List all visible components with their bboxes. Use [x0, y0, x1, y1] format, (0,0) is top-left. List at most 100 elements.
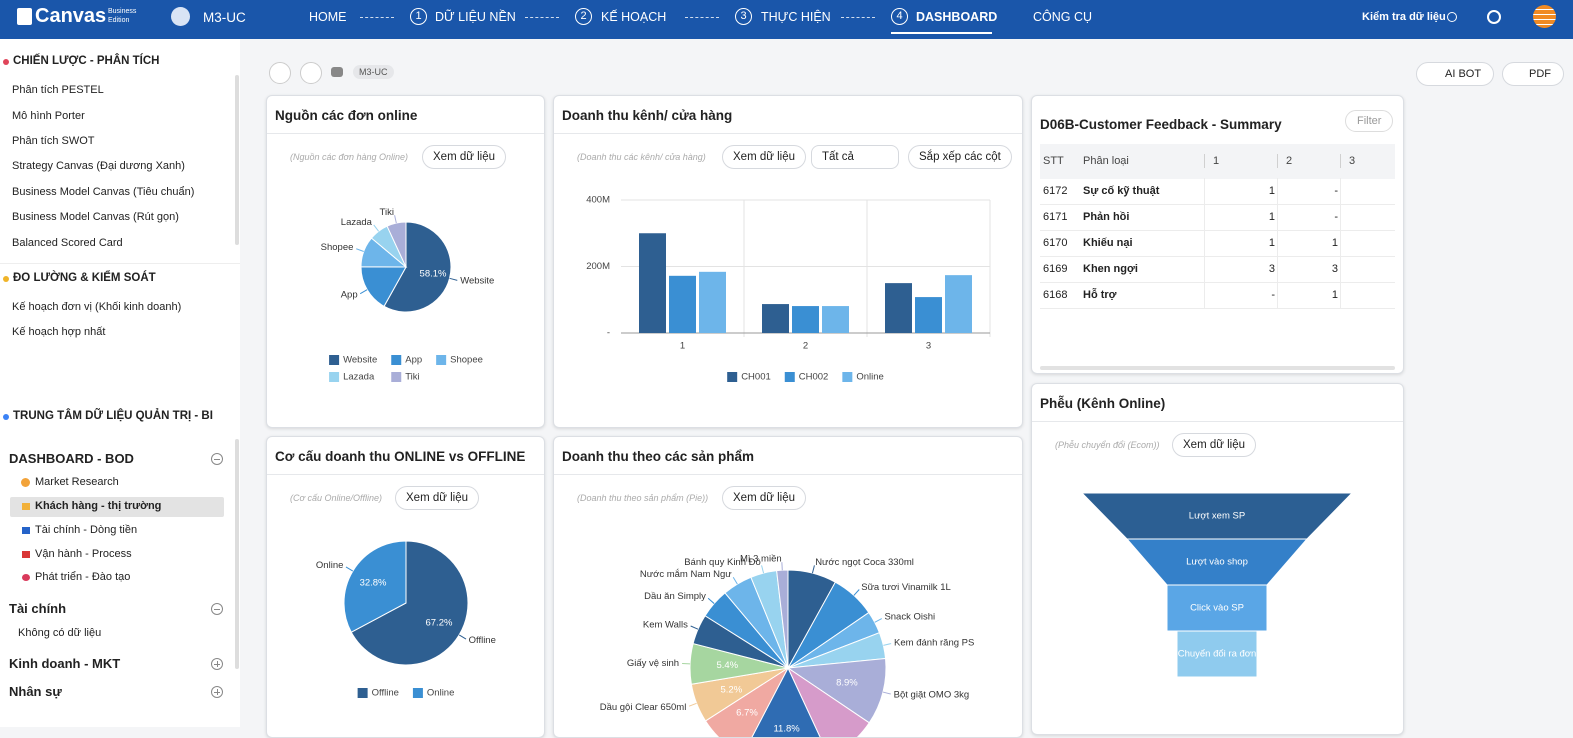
group-title[interactable]: DASHBOARD - BOD	[9, 451, 134, 466]
row-line	[1040, 230, 1395, 231]
menu-item[interactable]: Kế hoạch đơn vị (Khối kinh doanh)	[12, 301, 181, 313]
collapse-icon[interactable]	[211, 603, 223, 615]
legend-swatch	[329, 372, 339, 382]
legend-swatch	[329, 355, 339, 365]
nav-step-active[interactable]: DASHBOARD	[916, 10, 997, 24]
section-title[interactable]: CHIẾN LƯỢC - PHÂN TÍCH	[13, 55, 160, 67]
cell-border	[1340, 204, 1341, 230]
table-cell: Hỗ trợ	[1083, 289, 1116, 301]
menu-item[interactable]: Phân tích PESTEL	[12, 84, 104, 96]
menu-item[interactable]: Kế hoạch hợp nhất	[12, 326, 105, 338]
cell-border	[1204, 178, 1205, 204]
menu-item[interactable]: Business Model Canvas (Rút gọn)	[12, 211, 179, 223]
menu-item[interactable]: Business Model Canvas (Tiêu chuẩn)	[12, 186, 194, 198]
leader-line	[733, 577, 737, 584]
bar	[915, 297, 942, 333]
table-cell: -	[1334, 211, 1338, 223]
brand[interactable]: Canvas	[35, 5, 106, 28]
active-underline	[891, 32, 992, 34]
table-cell: 1	[1269, 237, 1275, 249]
panel-title: D06B-Customer Feedback - Summary	[1040, 117, 1282, 132]
leader-line	[360, 290, 367, 294]
leader-line	[812, 565, 814, 573]
slice-name: Dầu gội Clear 650ml	[600, 702, 687, 713]
slice-label: 5.2%	[720, 684, 742, 695]
table-cell: 1	[1269, 185, 1275, 197]
menu-item-selected[interactable]: Khách hàng - thị trường	[35, 500, 161, 512]
group-title[interactable]: Kinh doanh - MKT	[9, 656, 120, 671]
section-title[interactable]: TRUNG TÂM DỮ LIỆU QUẢN TRỊ - BI	[13, 410, 213, 422]
bar	[792, 306, 819, 333]
user-name[interactable]: M3-UC	[203, 10, 246, 25]
check-data[interactable]: Kiểm tra dữ liệu	[1362, 11, 1446, 23]
scrollbar[interactable]	[235, 75, 239, 245]
cell-border	[1204, 282, 1205, 308]
slice-name: Kem Walls	[643, 619, 688, 630]
chart-panel: Doanh thu theo các sản phẩm (Doanh thu t…	[553, 436, 1023, 738]
ai-bot-button[interactable]: AI BOT	[1416, 62, 1494, 86]
leader-line	[883, 644, 891, 646]
menu-item[interactable]: Strategy Canvas (Đại dương Xanh)	[12, 160, 185, 172]
user-icon[interactable]	[171, 7, 190, 26]
cell-border	[1340, 282, 1341, 308]
nav-step[interactable]: DỮ LIỆU NỀN	[435, 10, 516, 24]
table-cell: Sự cố kỹ thuật	[1083, 185, 1159, 197]
nav-tools[interactable]: CÔNG CỤ	[1033, 10, 1092, 24]
add-button[interactable]	[269, 62, 291, 84]
expand-icon[interactable]	[211, 686, 223, 698]
nav-step[interactable]: THỰC HIỆN	[761, 10, 831, 24]
step-number[interactable]: 4	[891, 8, 908, 25]
menu-item[interactable]: Phát triển - Đào tạo	[35, 571, 130, 583]
step-number[interactable]: 2	[575, 8, 592, 25]
menu-item[interactable]: Mô hình Porter	[12, 110, 85, 122]
menu-item[interactable]: Tài chính - Dòng tiền	[35, 524, 137, 536]
y-tick-label: 400M	[586, 195, 610, 206]
pdf-button[interactable]: PDF	[1502, 62, 1564, 86]
menu-item[interactable]: Market Research	[35, 476, 119, 488]
avatar[interactable]	[1533, 5, 1556, 28]
row-line	[1040, 282, 1395, 283]
slice-name: Kem đánh răng PS	[894, 637, 974, 648]
legend-swatch	[358, 688, 368, 698]
slice-name: Dầu ăn Simply	[644, 591, 706, 602]
scrollbar[interactable]	[235, 439, 239, 669]
table-cell: 1	[1213, 155, 1219, 167]
slice-name: Giấy vệ sinh	[627, 658, 679, 669]
slice-name: Website	[460, 276, 494, 287]
col-divider	[1277, 154, 1278, 168]
edit-button[interactable]	[300, 62, 322, 84]
settings-icon[interactable]	[1487, 10, 1501, 24]
nav-home[interactable]: HOME	[309, 10, 347, 24]
expand-icon[interactable]	[211, 658, 223, 670]
nav-step[interactable]: KẾ HOẠCH	[601, 10, 666, 24]
top-nav: Canvas Business Edition M3-UC HOME 1 DỮ …	[0, 0, 1573, 39]
step-number[interactable]: 1	[410, 8, 427, 25]
menu-item[interactable]: Balanced Scored Card	[12, 237, 123, 249]
legend-label: Online	[427, 688, 454, 699]
slice-label: 6.7%	[736, 707, 758, 718]
legend-label: Shopee	[450, 355, 483, 366]
cell-border	[1340, 230, 1341, 256]
help-icon[interactable]	[1447, 12, 1457, 22]
tag[interactable]: M3-UC	[353, 65, 394, 79]
table-cell: 3	[1332, 263, 1338, 275]
leader-line	[762, 565, 764, 573]
collapse-icon[interactable]	[211, 453, 223, 465]
leader-line	[374, 225, 379, 231]
chart-panel: Cơ cấu doanh thu ONLINE vs OFFLINE (Cơ c…	[266, 436, 545, 738]
leader-line	[450, 278, 458, 280]
step-number[interactable]: 3	[735, 8, 752, 25]
group-title[interactable]: Nhân sự	[9, 684, 62, 699]
scrollbar[interactable]	[1040, 366, 1395, 370]
slice-name: Tiki	[380, 207, 394, 218]
section-title[interactable]: ĐO LƯỜNG & KIỂM SOÁT	[13, 272, 156, 284]
filter-button[interactable]: Filter	[1345, 110, 1393, 132]
bar	[669, 276, 696, 333]
users-icon[interactable]	[331, 67, 343, 77]
menu-item[interactable]: Phân tích SWOT	[12, 135, 95, 147]
group-title[interactable]: Tài chính	[9, 601, 66, 616]
legend-label: CH001	[741, 372, 771, 383]
menu-item[interactable]: Vận hành - Process	[35, 548, 132, 560]
